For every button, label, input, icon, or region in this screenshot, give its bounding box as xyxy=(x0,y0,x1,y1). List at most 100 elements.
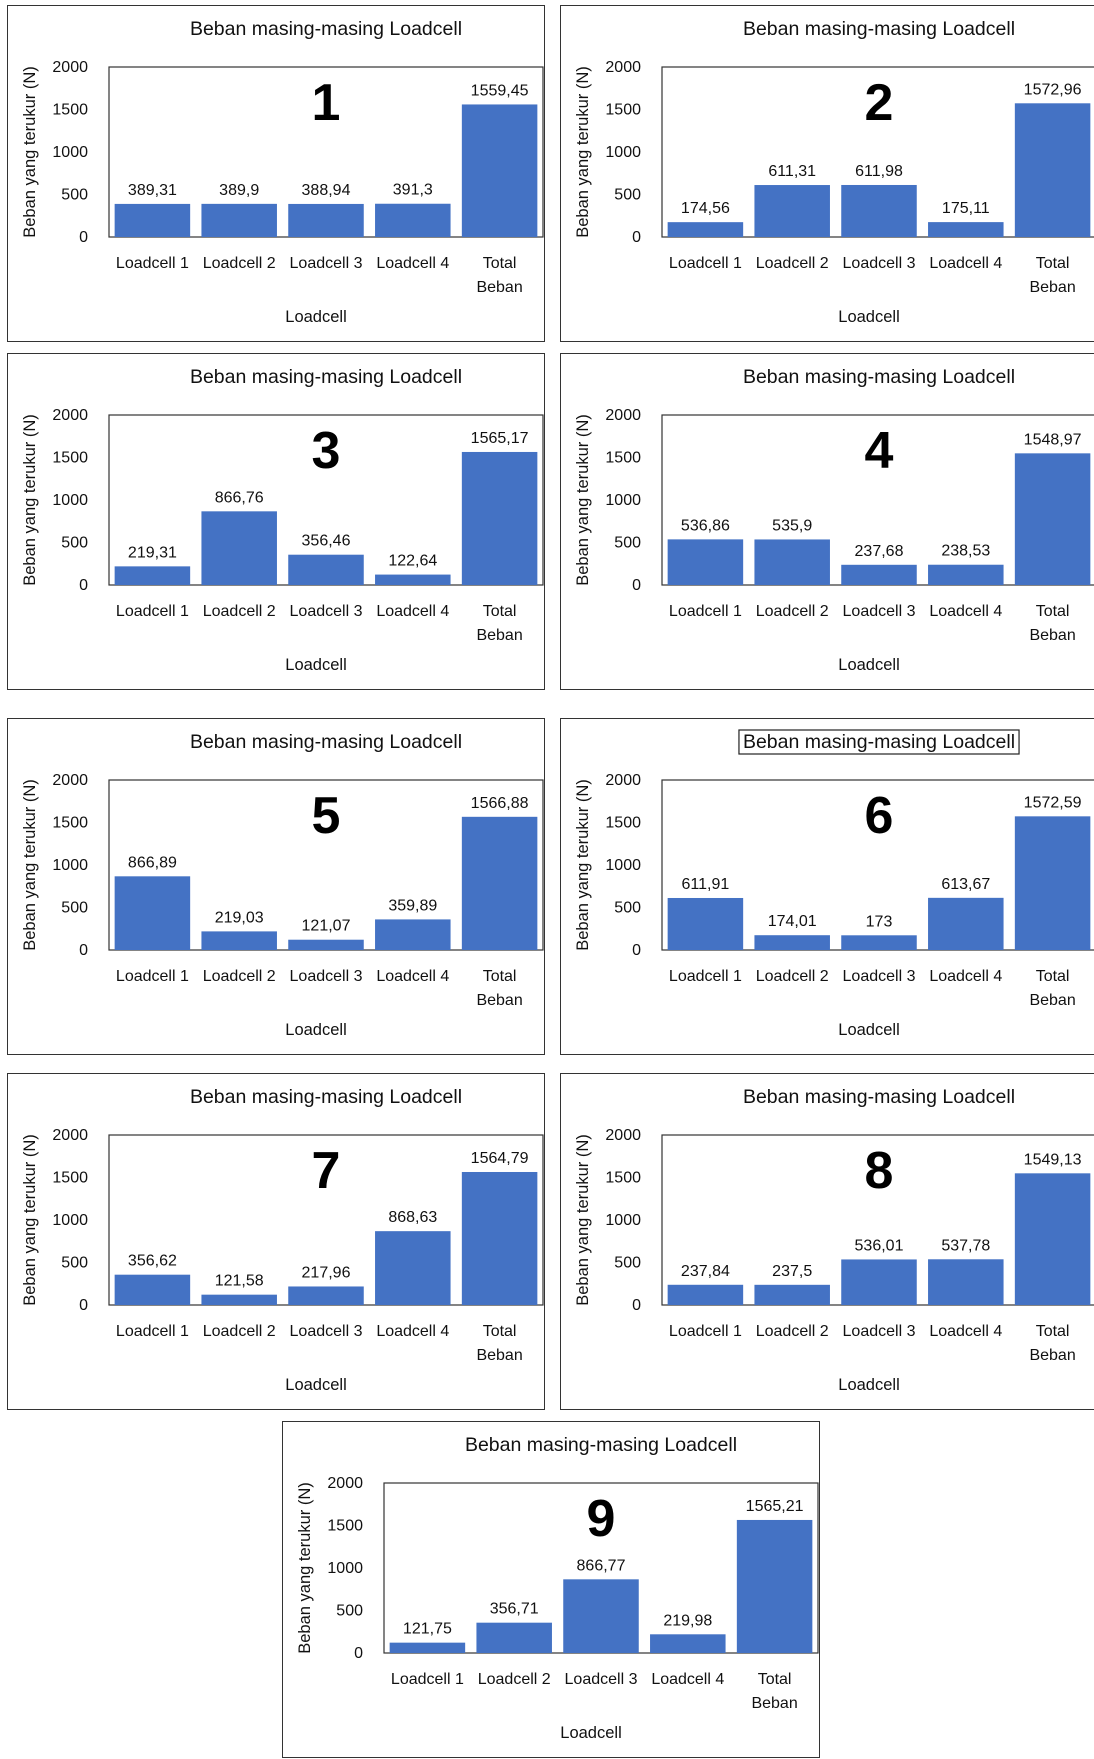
category-label-line: Loadcell 4 xyxy=(376,255,449,272)
bar xyxy=(928,897,1004,950)
value-label: 359,89 xyxy=(388,897,437,914)
chart-title: Beban masing-masing Loadcell xyxy=(743,18,1015,40)
bar xyxy=(389,1642,466,1653)
category-label-line: Loadcell 3 xyxy=(843,603,916,620)
value-label: 1572,59 xyxy=(1024,794,1082,811)
bar xyxy=(928,222,1004,237)
bar xyxy=(754,935,830,950)
bar xyxy=(288,554,364,585)
panel-number: 2 xyxy=(865,74,894,132)
y-tick-label: 0 xyxy=(79,942,88,959)
category-label: Loadcell 4 xyxy=(376,255,449,272)
y-tick-label: 1000 xyxy=(327,1560,363,1577)
category-label-line: Loadcell 2 xyxy=(203,968,276,985)
category-label-line: Loadcell 1 xyxy=(116,603,189,620)
category-label-line: Beban xyxy=(751,1695,797,1712)
category-label-line: Loadcell 4 xyxy=(376,603,449,620)
bar xyxy=(288,939,364,950)
y-axis-label: Beban yang terukur (N) xyxy=(296,1482,314,1654)
panel-number: 6 xyxy=(865,787,894,845)
chart-svg-3: Beban masing-masing Loadcell 0 500 1000 1500… xyxy=(21,366,544,674)
category-label: Total Beban xyxy=(476,255,522,296)
chart-svg-2: Beban masing-masing Loadcell 0 500 1000 1500… xyxy=(574,18,1094,326)
bar xyxy=(841,564,917,585)
category-label: Loadcell 4 xyxy=(929,1323,1002,1340)
y-tick-label: 1000 xyxy=(605,492,641,509)
y-tick-label: 2000 xyxy=(605,1127,641,1144)
bar xyxy=(375,203,451,237)
category-label: Loadcell 1 xyxy=(116,1323,189,1340)
category-label: Loadcell 2 xyxy=(756,255,829,272)
category-label-line: Beban xyxy=(476,992,522,1009)
value-label: 388,94 xyxy=(302,182,351,199)
value-label: 173 xyxy=(866,913,893,930)
bar xyxy=(1014,1173,1091,1305)
bar xyxy=(476,1622,552,1653)
chart-panel-8: Beban masing-masing Loadcell 0 500 1000 1500… xyxy=(560,1073,1094,1410)
chart-title: Beban masing-masing Loadcell xyxy=(465,1434,737,1456)
value-label: 174,01 xyxy=(768,913,817,930)
category-label-line: Loadcell 3 xyxy=(565,1671,638,1688)
bar xyxy=(667,222,744,237)
y-tick-label: 2000 xyxy=(605,407,641,424)
category-label-line: Loadcell 2 xyxy=(756,603,829,620)
category-label-line: Total xyxy=(483,968,517,985)
category-label: Loadcell 4 xyxy=(651,1671,724,1688)
bar xyxy=(201,511,277,585)
category-label: Total Beban xyxy=(476,1323,522,1364)
chart-panel-7: Beban masing-masing Loadcell 0 500 1000 1500… xyxy=(7,1073,545,1410)
category-label: Loadcell 3 xyxy=(843,255,916,272)
y-tick-label: 500 xyxy=(614,900,641,917)
category-label: Total Beban xyxy=(1029,968,1075,1009)
category-label-line: Total xyxy=(1036,1323,1070,1340)
chart-title: Beban masing-masing Loadcell xyxy=(190,18,462,40)
panel-number: 5 xyxy=(312,787,341,845)
category-label-line: Beban xyxy=(1029,627,1075,644)
bar xyxy=(375,1231,451,1305)
category-label: Loadcell 2 xyxy=(756,1323,829,1340)
category-label: Loadcell 4 xyxy=(376,968,449,985)
category-label: Loadcell 1 xyxy=(669,1323,742,1340)
y-tick-label: 500 xyxy=(614,1255,641,1272)
panel-number: 4 xyxy=(865,422,894,480)
category-label-line: Loadcell 3 xyxy=(290,255,363,272)
y-tick-label: 2000 xyxy=(327,1475,363,1492)
category-label-line: Beban xyxy=(1029,992,1075,1009)
y-tick-label: 1500 xyxy=(52,102,88,119)
bar xyxy=(375,919,451,950)
category-label: Loadcell 4 xyxy=(929,603,1002,620)
value-label: 537,78 xyxy=(941,1237,990,1254)
chart-title-frame xyxy=(738,729,1020,755)
value-label: 536,01 xyxy=(855,1237,904,1254)
y-tick-label: 0 xyxy=(632,1297,641,1314)
category-label-line: Loadcell 3 xyxy=(290,1323,363,1340)
category-label-line: Loadcell 3 xyxy=(843,255,916,272)
value-label: 389,9 xyxy=(219,182,259,199)
chart-panel-1: Beban masing-masing Loadcell 0 500 1000 1500… xyxy=(7,5,545,342)
y-tick-label: 1500 xyxy=(52,1170,88,1187)
y-tick-label: 1500 xyxy=(605,102,641,119)
bar xyxy=(461,816,538,950)
category-label: Total Beban xyxy=(1029,1323,1075,1364)
bar xyxy=(754,1284,830,1305)
value-label: 237,68 xyxy=(855,543,904,560)
value-label: 356,71 xyxy=(490,1601,539,1618)
category-label: Loadcell 3 xyxy=(290,1323,363,1340)
category-label: Loadcell 3 xyxy=(290,603,363,620)
y-tick-label: 1500 xyxy=(605,815,641,832)
y-tick-label: 500 xyxy=(336,1603,363,1620)
y-tick-label: 2000 xyxy=(605,772,641,789)
value-label: 866,89 xyxy=(128,854,177,871)
value-label: 535,9 xyxy=(772,517,812,534)
category-label-line: Loadcell 4 xyxy=(929,1323,1002,1340)
value-label: 391,3 xyxy=(393,182,433,199)
chart-svg-1: Beban masing-masing Loadcell 0 500 1000 1500… xyxy=(21,18,544,326)
bar xyxy=(114,203,191,237)
category-label-line: Loadcell 4 xyxy=(929,603,1002,620)
value-label: 356,62 xyxy=(128,1253,177,1270)
value-label: 1548,97 xyxy=(1024,431,1082,448)
category-label-line: Loadcell 2 xyxy=(478,1671,551,1688)
category-label-line: Total xyxy=(758,1671,792,1688)
category-label: Loadcell 3 xyxy=(565,1671,638,1688)
x-axis-label: Loadcell xyxy=(838,656,899,674)
